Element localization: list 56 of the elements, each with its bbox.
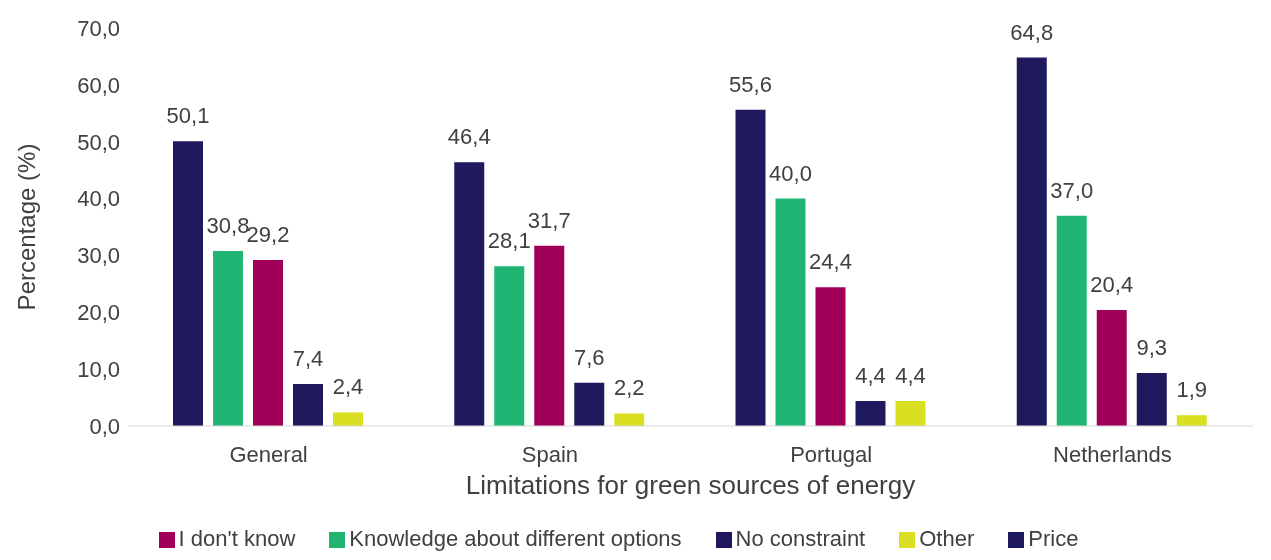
y-tick-label: 40,0: [77, 186, 120, 212]
data-label: 30,8: [206, 212, 250, 238]
y-axis-title: Percentage (%): [12, 143, 40, 311]
data-label: 4,4: [895, 362, 926, 388]
data-label: 9,3: [1136, 335, 1168, 361]
data-label: 24,4: [809, 249, 852, 275]
y-tick-label: 0,0: [89, 413, 120, 439]
data-label: 20,4: [1090, 272, 1134, 298]
bar: [614, 413, 645, 426]
legend-label: I don't know: [178, 526, 296, 551]
data-label: 55,6: [729, 71, 772, 97]
bar: [1096, 310, 1127, 426]
data-label: 64,8: [1010, 19, 1054, 45]
bar: [815, 287, 846, 426]
bar: [1136, 373, 1167, 426]
y-tick-label: 20,0: [77, 300, 120, 326]
bar: [895, 400, 926, 426]
bar: [293, 383, 323, 426]
bar: [1176, 415, 1207, 426]
legend-label: Price: [1028, 526, 1079, 551]
bar: [454, 162, 485, 426]
y-tick-label: 60,0: [77, 72, 120, 98]
bar: [775, 198, 806, 426]
data-label: 2,4: [332, 374, 364, 400]
bar: [253, 259, 283, 426]
x-tick-label: Spain: [521, 441, 579, 467]
bar: [855, 400, 886, 426]
bar: [574, 382, 605, 426]
x-tick-label: Netherlands: [1053, 441, 1172, 467]
bar: [494, 266, 525, 426]
y-tick-label: 30,0: [77, 243, 120, 269]
data-label: 2,2: [613, 375, 645, 401]
data-label: 7,6: [573, 344, 605, 370]
bar: [735, 109, 766, 426]
data-label: 7,4: [292, 345, 324, 371]
y-tick-label: 50,0: [77, 129, 120, 155]
bar: [213, 250, 243, 426]
data-label: 50,1: [166, 103, 210, 129]
data-label: 46,4: [447, 124, 491, 150]
legend-label: Knowledge about different options: [349, 526, 682, 551]
bar: [1056, 215, 1087, 426]
bar: [534, 245, 565, 426]
legend-label: Other: [919, 526, 975, 551]
bar: [173, 141, 203, 426]
legend-label: No constraint: [735, 526, 866, 551]
data-label: 37,0: [1050, 177, 1094, 203]
data-label: 4,4: [855, 362, 886, 388]
data-label: 1,9: [1176, 377, 1208, 403]
data-label: 40,0: [769, 160, 812, 186]
x-axis-title: Limitations for green sources of energy: [465, 470, 916, 500]
bar: [1016, 57, 1047, 426]
x-tick-label: Portugal: [790, 441, 873, 467]
y-tick-label: 70,0: [77, 15, 120, 41]
bar: [333, 412, 363, 426]
x-tick-label: General: [229, 441, 308, 467]
y-tick-label: 10,0: [77, 356, 120, 382]
